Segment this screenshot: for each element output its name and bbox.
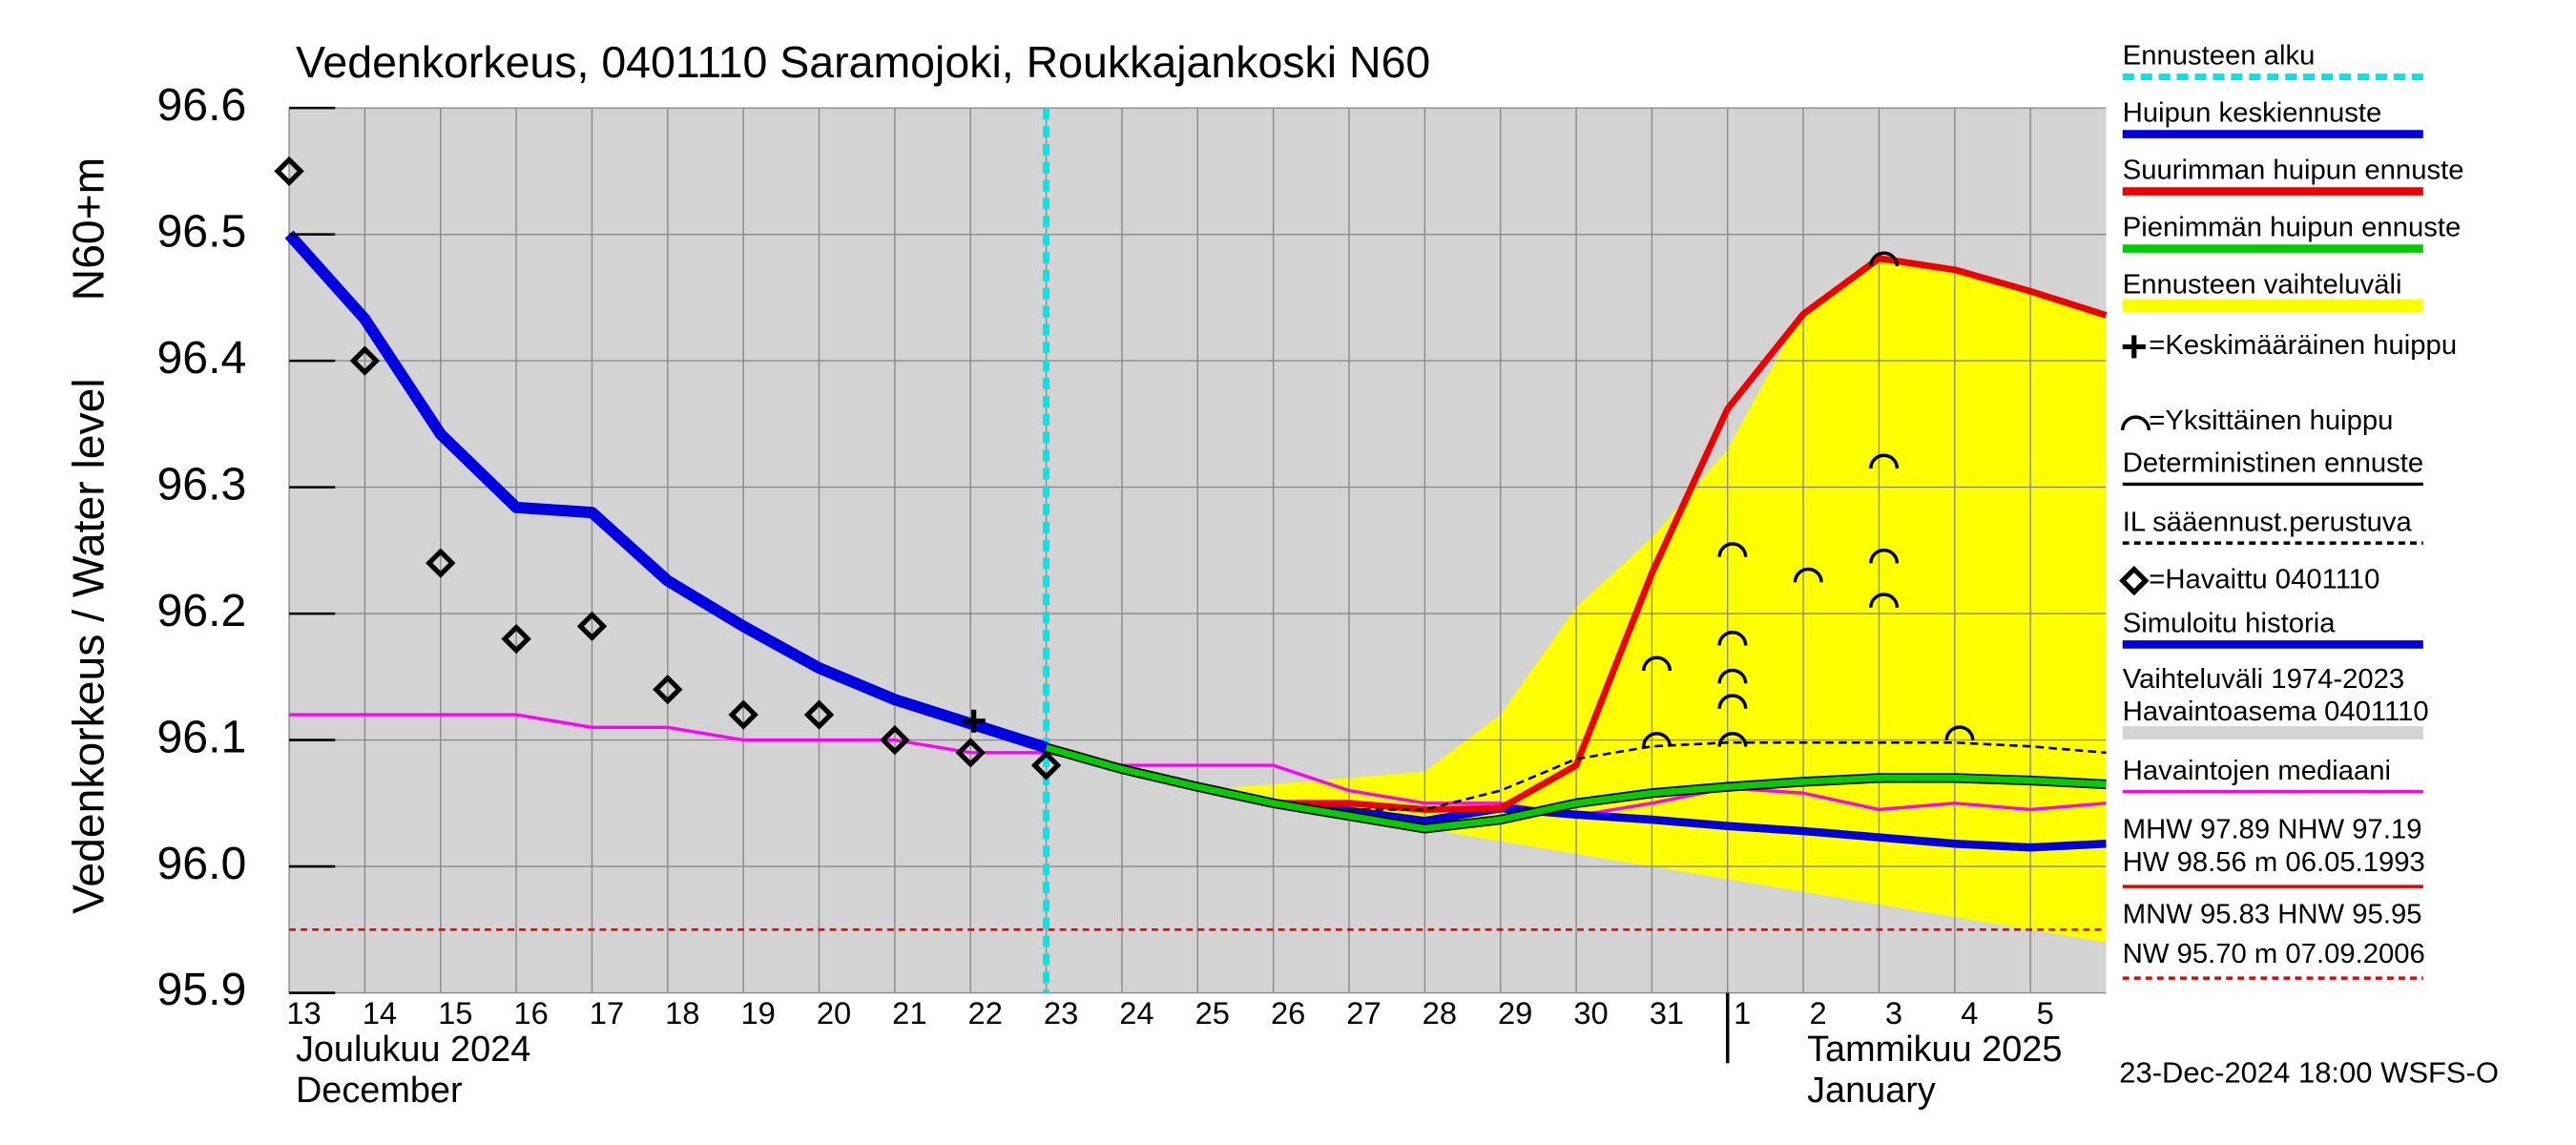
x-tick-label: 14	[363, 995, 397, 1030]
observed-point	[955, 738, 986, 768]
legend-symbol	[2119, 565, 2150, 596]
legend-label: MHW 97.89 NHW 97.19	[2123, 815, 2422, 845]
x-tick-label: 18	[665, 995, 699, 1030]
mean-peak	[962, 709, 986, 733]
x-tick-label: 16	[513, 995, 548, 1030]
single-peak	[1717, 732, 1748, 747]
y-tick-label: 96.6	[156, 79, 246, 131]
legend-label: Huipun keskiennuste	[2123, 98, 2382, 129]
x-tick-label: 15	[438, 995, 472, 1030]
x-tick-label: 28	[1423, 995, 1457, 1030]
x-tick-label: 29	[1498, 995, 1532, 1030]
legend-label: =Havaittu 0401110	[2149, 564, 2379, 594]
legend-label: Simuloitu historia	[2123, 609, 2337, 639]
observed-point	[1030, 750, 1062, 781]
y-unit-label: N60+m	[64, 157, 114, 301]
x-tick-label: 25	[1195, 995, 1230, 1030]
observed-point	[576, 611, 608, 641]
x-tick-label: 27	[1346, 995, 1381, 1030]
legend-label: Deterministinen ennuste	[2123, 448, 2423, 479]
x-tick-label: 13	[286, 995, 321, 1030]
legend-label: Ennusteen alku	[2123, 41, 2316, 72]
series-line	[289, 713, 2107, 818]
legend-label: NW 95.70 m 07.09.2006	[2123, 939, 2425, 969]
plot-area	[274, 107, 2108, 994]
single-peak	[1642, 732, 1672, 747]
x-tick-label: 3	[1885, 995, 1902, 1030]
legend-symbol	[2121, 415, 2151, 431]
single-peak	[1869, 593, 1900, 608]
single-peak	[1717, 542, 1748, 557]
legend-label: =Keskimääräinen huippu	[2149, 330, 2457, 361]
x-tick-label: 31	[1650, 995, 1684, 1030]
y-tick-label: 96.2	[156, 585, 246, 636]
observed-point	[274, 156, 304, 187]
legend-label: MNW 95.83 HNW 95.95	[2123, 900, 2422, 930]
observed-point	[426, 548, 456, 578]
x-tick-label: 19	[740, 995, 775, 1030]
legend-label: =Yksittäinen huippu	[2149, 406, 2393, 436]
legend-label: HW 98.56 m 06.05.1993	[2123, 847, 2425, 878]
single-peak	[1869, 548, 1900, 564]
x-tick-label: 24	[1119, 995, 1153, 1030]
footer: 23-Dec-2024 18:00 WSFS-O	[2119, 1056, 2499, 1090]
series-line	[1348, 740, 2107, 811]
y-tick-label: 96.5	[156, 205, 246, 257]
observed-point	[803, 699, 835, 730]
series-line	[1045, 744, 2107, 832]
legend-label: Pienimmän huipun ennuste	[2123, 213, 2462, 243]
legend-label: Ennusteen vaihteluväli	[2123, 270, 2402, 301]
month-label: January	[1807, 1071, 1936, 1111]
y-tick-label: 95.9	[156, 964, 246, 1015]
chart-title: Vedenkorkeus, 0401110 Saramojoki, Roukka…	[296, 37, 1430, 87]
legend-label: Suurimman huipun ennuste	[2123, 156, 2464, 186]
legend-label: Vaihteluväli 1974-2023	[2123, 664, 2404, 695]
x-tick-label: 23	[1044, 995, 1078, 1030]
legend-label: Havaintoasema 0401110	[2123, 697, 2429, 727]
single-peak	[1717, 631, 1748, 646]
x-tick-label: 17	[590, 995, 624, 1030]
legend-label: Havaintojen mediaani	[2123, 756, 2391, 786]
single-peak	[1869, 251, 1900, 267]
single-peak	[1869, 453, 1900, 469]
x-tick-label: 21	[892, 995, 926, 1030]
single-peak	[1793, 567, 1823, 583]
month-label: December	[296, 1071, 463, 1111]
x-tick-label: 22	[968, 995, 1003, 1030]
observed-point	[880, 724, 910, 756]
observed-point	[653, 674, 683, 705]
x-tick-label: 30	[1573, 995, 1608, 1030]
single-peak	[1717, 668, 1748, 684]
legend-label: IL sääennust.perustuva	[2123, 507, 2413, 537]
observed-point	[349, 345, 381, 376]
month-label: Joulukuu 2024	[296, 1030, 530, 1070]
x-tick-label: 4	[1961, 995, 1978, 1030]
legend-symbol	[2122, 335, 2146, 359]
y-tick-label: 96.4	[156, 332, 246, 384]
x-tick-label: 5	[2037, 995, 2054, 1030]
y-tick-label: 96.1	[156, 711, 246, 762]
month-label: Tammikuu 2025	[1807, 1030, 2062, 1070]
series-line	[284, 230, 1049, 754]
x-tick-label: 26	[1271, 995, 1305, 1030]
single-peak	[1642, 656, 1672, 672]
legend: Ennusteen alku Huipun keskiennuste Suurimm…	[2119, 41, 2464, 980]
y-tick-label: 96.3	[156, 458, 246, 510]
x-tick-label: 2	[1810, 995, 1827, 1030]
y-axis-label: Vedenkorkeus / Water level	[64, 378, 114, 914]
observed-point	[728, 699, 758, 730]
observed-point	[501, 623, 531, 655]
y-tick-label: 96.0	[156, 838, 246, 889]
single-peak	[1944, 725, 1975, 740]
x-tick-label: 1	[1734, 995, 1751, 1030]
x-tick-label: 20	[817, 995, 851, 1030]
single-peak	[1717, 694, 1748, 709]
